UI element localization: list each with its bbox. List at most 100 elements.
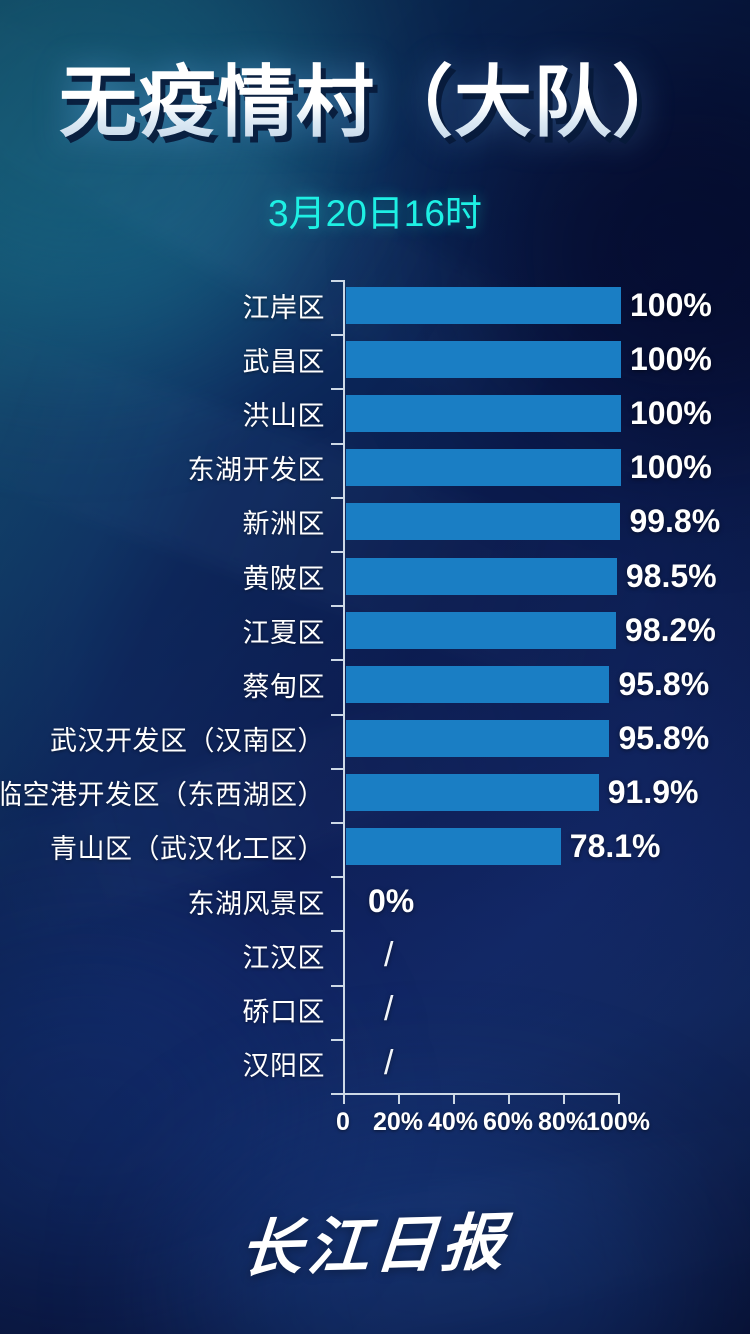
bar-chart-row: 黄陂区 98.5% [0,549,750,603]
y-axis-tick [331,984,344,987]
bar-value-label: / [384,1044,394,1083]
bar-chart-row: 新洲区 99.8% [0,495,750,549]
bar-chart-row: 洪山区 100% [0,386,750,440]
publisher-logo: 长江日报 [237,1205,512,1286]
x-axis-tick [398,1093,400,1104]
bar [346,720,610,758]
bar-value-label: 98.2% [625,611,716,648]
y-axis-tick [331,713,344,716]
bar-track: 100% [346,278,750,332]
x-axis-tick [453,1093,455,1104]
bar-value-label: 100% [630,286,712,323]
y-axis-line [343,280,345,1095]
y-axis-tick [331,822,344,824]
y-axis-tick [331,767,344,770]
subtitle-container: 3月20日16时 [0,183,750,237]
bar-value-label: / [384,990,394,1029]
bar [346,503,621,541]
x-axis-tick-label: 0 [336,1108,350,1136]
bar-chart-row: 蔡甸区 95.8% [0,657,750,711]
bar [346,394,621,432]
x-axis-line [343,1093,618,1095]
bar-value-label: 100% [630,340,712,377]
bar [346,828,561,866]
bar [346,611,617,649]
bar-value-label: 98.5% [625,557,717,594]
bar-category-label: 东湖开发区 [187,455,325,486]
x-axis-tick-label: 80% [537,1108,589,1136]
x-axis-tick [508,1093,510,1104]
x-axis-tick [563,1093,565,1104]
y-axis-tick [331,1093,344,1095]
bar-category-label: 武汉开发区（汉南区） [50,726,325,757]
bar [346,665,610,703]
bar-category-label: 临空港开发区（东西湖区） [0,780,325,811]
bar-category-label: 黄陂区 [242,563,325,594]
y-axis-tick [331,442,344,445]
y-axis-tick [331,496,344,499]
title-container: 无疫情村（大队） [0,60,750,144]
bar-track: 0% [346,874,750,928]
bar-value-label: / [384,935,394,974]
page-title: 无疫情村（大队） [58,58,691,146]
bar-chart-row: 东湖风景区 0% [0,874,750,928]
bar-value-label: 78.1% [569,828,661,865]
x-axis-tick-label: 100% [586,1108,650,1136]
bar-category-label: 江夏区 [242,617,325,648]
bar-chart-row: 临空港开发区（东西湖区） 91.9% [0,766,750,820]
y-axis-tick [331,1038,344,1041]
bar-value-label: 95.8% [618,720,710,757]
bar-value-label: 0% [368,882,415,919]
bar-value-label: 100% [630,394,712,431]
y-axis-tick [331,334,344,337]
bar-value-label: 99.8% [629,503,721,540]
bar-track: / [346,982,750,1036]
bar-category-label: 武昌区 [242,346,325,377]
bar-track: / [346,928,750,982]
bar [346,774,599,812]
bar-track: 91.9% [346,766,750,820]
bar-value-label: 95.8% [618,665,710,702]
bar-track: 95.8% [346,712,750,766]
bar [346,340,621,378]
y-axis-tick [331,388,344,391]
bar-chart: 江岸区 100% 武昌区 100% 洪山区 100% 东湖开发区 100% 新洲区 99.8% 黄陂… [0,278,750,1136]
y-axis-tick [331,280,344,282]
bar-value-label: 91.9% [607,774,699,811]
bar-category-label: 新洲区 [242,509,325,540]
bar-category-label: 江岸区 [242,292,325,323]
x-axis-tick-labels: 0 20% 40% 60% 80% 100% [0,1108,750,1142]
x-axis-tick-label: 40% [427,1108,479,1136]
bar-value-label: 100% [630,449,712,486]
bar [346,449,621,487]
y-axis-tick [331,659,344,662]
bar-chart-row: 武汉开发区（汉南区） 95.8% [0,712,750,766]
bar-category-label: 蔡甸区 [242,671,325,702]
bar-category-label: 东湖风景区 [187,888,325,919]
bar-chart-row: 硚口区 / [0,982,750,1036]
bar-chart-row: 武昌区 100% [0,332,750,386]
x-axis-tick-label: 60% [482,1108,534,1136]
bar-track: 78.1% [346,820,750,874]
bar-category-label: 江汉区 [242,942,325,973]
bar [346,286,621,324]
bar-chart-rows: 江岸区 100% 武昌区 100% 洪山区 100% 东湖开发区 100% 新洲区 99.8% 黄陂… [0,278,750,1091]
bar-chart-row: 江岸区 100% [0,278,750,332]
bar-track: 100% [346,332,750,386]
bar-chart-row: 江汉区 / [0,928,750,982]
bar-track: 95.8% [346,657,750,711]
timestamp-subtitle: 3月20日16时 [268,193,482,234]
x-axis-tick [343,1093,345,1104]
y-axis-tick [331,605,344,608]
bar-track: 99.8% [346,495,750,549]
bar-track: 100% [346,441,750,495]
bar-chart-row: 东湖开发区 100% [0,441,750,495]
bar-track: 100% [346,386,750,440]
bar-chart-row: 江夏区 98.2% [0,603,750,657]
bar-chart-row: 汉阳区 / [0,1037,750,1091]
bar-chart-row: 青山区（武汉化工区） 78.1% [0,820,750,874]
x-axis-tick-label: 20% [372,1108,424,1136]
bar [346,557,617,595]
bar-track: / [346,1037,750,1091]
